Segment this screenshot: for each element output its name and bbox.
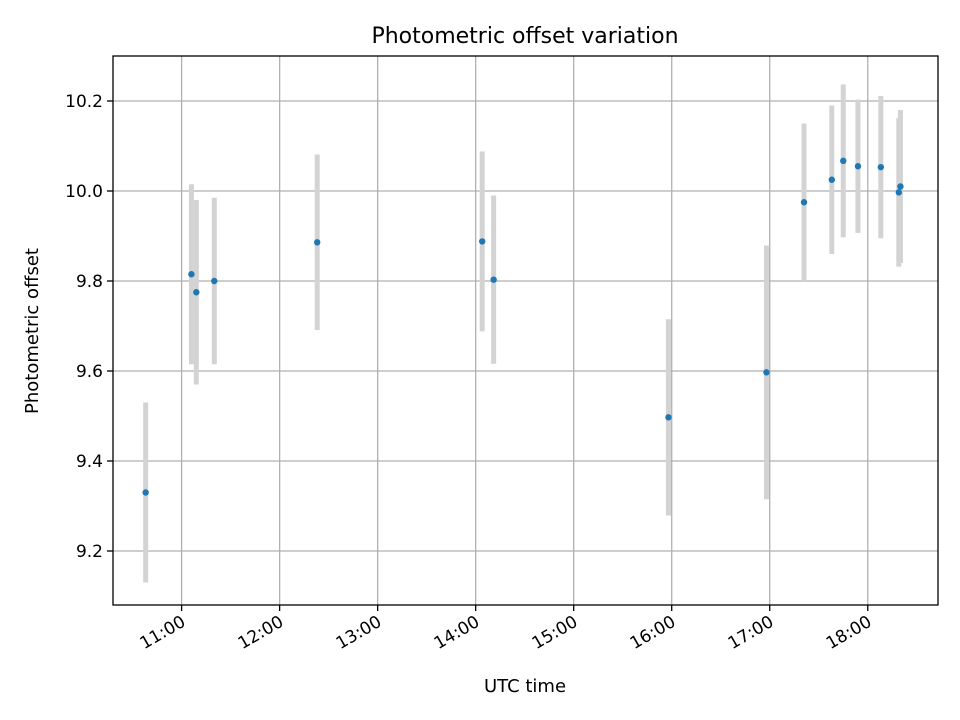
y-tick-label: 10.0 — [65, 182, 103, 202]
data-point — [840, 157, 847, 165]
x-tick-label: 14:00 — [431, 612, 483, 654]
y-axis-ticks: 9.2 9.4 9.6 9.8 10.0 10.2 — [65, 92, 113, 562]
data-points — [142, 157, 904, 496]
data-point — [877, 163, 885, 171]
x-tick-label: 16:00 — [627, 612, 679, 654]
data-point — [479, 238, 486, 245]
data-point — [897, 183, 904, 190]
data-point — [314, 239, 321, 246]
y-tick-label: 9.2 — [76, 542, 103, 562]
data-point — [142, 489, 149, 496]
grid-lines — [113, 56, 938, 605]
x-tick-label: 18:00 — [823, 612, 875, 654]
y-tick-label: 9.4 — [76, 452, 103, 472]
data-point — [193, 289, 200, 296]
y-tick-label: 9.8 — [76, 272, 103, 292]
data-point — [665, 414, 672, 421]
data-point — [800, 199, 808, 206]
plot-frame — [112, 55, 939, 606]
y-axis-label: Photometric offset — [22, 248, 43, 414]
data-point — [490, 276, 497, 283]
data-point — [828, 176, 836, 183]
y-tick-label: 9.6 — [76, 362, 103, 382]
x-tick-label: 15:00 — [529, 612, 581, 654]
x-tick-label: 17:00 — [725, 612, 777, 654]
x-axis-label: UTC time — [484, 676, 566, 697]
data-point — [763, 369, 770, 376]
x-tick-label: 13:00 — [333, 612, 385, 654]
x-axis-ticks: 11:00 12:00 13:00 14:00 15:00 16:00 17:00 18:00 — [137, 605, 875, 654]
x-tick-label: 12:00 — [235, 612, 287, 654]
data-point — [188, 271, 195, 278]
y-tick-label: 10.2 — [65, 92, 103, 112]
data-point — [854, 163, 862, 170]
x-tick-label: 11:00 — [137, 612, 189, 654]
data-point — [211, 277, 218, 285]
error-bars — [143, 84, 903, 583]
chart-title: Photometric offset variation — [371, 24, 678, 49]
data-point — [895, 189, 902, 196]
